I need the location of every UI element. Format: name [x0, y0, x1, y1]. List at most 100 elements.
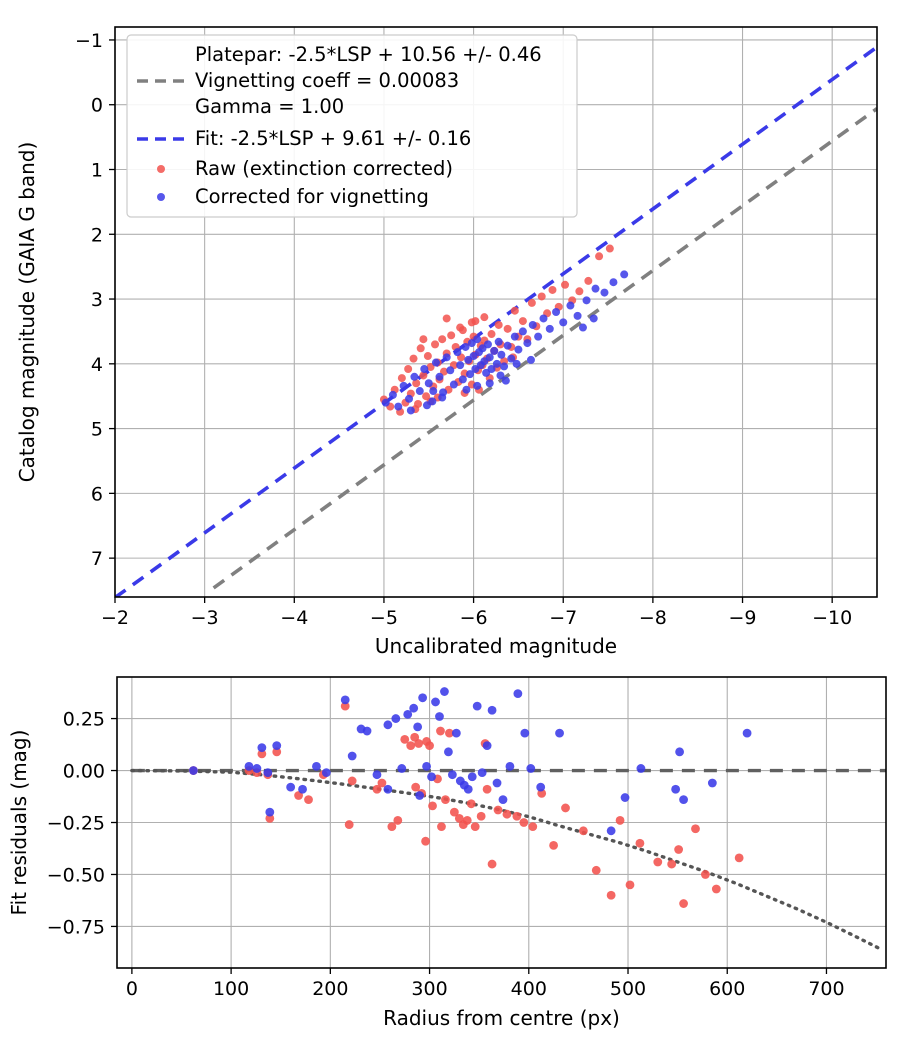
- data-point: [497, 350, 506, 359]
- xtick-label: −6: [460, 607, 488, 629]
- data-point: [312, 761, 321, 771]
- data-point: [482, 784, 492, 794]
- legend: Platepar: -2.5*LSP + 10.56 +/- 0.46 Vigne…: [126, 34, 578, 218]
- data-point: [512, 359, 521, 368]
- data-point: [467, 772, 477, 782]
- data-point: [667, 859, 677, 869]
- data-point: [503, 341, 512, 350]
- data-point: [252, 764, 262, 773]
- bottom-plot-group: 0 100 200 300 400 500 600 700 0.25 0.00 −0.25 −0.50…: [7, 676, 887, 1030]
- data-point: [462, 816, 472, 825]
- platepar-line: [212, 107, 877, 590]
- ytick-label: 2: [91, 224, 103, 246]
- ytick-label: 0.00: [63, 761, 105, 783]
- data-point: [419, 371, 428, 380]
- data-point: [591, 284, 600, 293]
- data-point: [427, 772, 436, 782]
- data-point: [414, 739, 424, 748]
- data-point: [582, 296, 591, 305]
- data-point: [578, 323, 587, 332]
- data-point: [356, 724, 366, 734]
- data-point: [438, 335, 447, 344]
- data-point: [518, 327, 527, 336]
- data-point: [393, 816, 403, 825]
- data-point: [691, 824, 700, 834]
- data-point: [391, 714, 401, 723]
- bottom-plot-ticks: 0 100 200 300 400 500 600 700 0.25 0.00 −0.25 −0.50…: [47, 709, 845, 1000]
- data-point: [502, 809, 512, 819]
- data-point: [490, 346, 499, 355]
- ytick-label: 4: [91, 354, 103, 376]
- data-point: [415, 791, 425, 800]
- data-point: [406, 741, 416, 750]
- legend-corrected-marker: [157, 193, 165, 201]
- data-point: [523, 339, 532, 348]
- data-point: [449, 807, 459, 817]
- data-point: [347, 776, 357, 786]
- data-point: [513, 689, 523, 699]
- data-point: [671, 784, 681, 794]
- xtick-label: −2: [101, 607, 129, 629]
- data-point: [431, 340, 440, 349]
- data-point: [440, 367, 448, 376]
- data-point: [679, 899, 688, 908]
- data-point: [413, 722, 423, 732]
- data-point: [526, 764, 536, 773]
- data-point: [429, 387, 438, 396]
- data-point: [527, 298, 536, 307]
- data-point: [410, 372, 419, 381]
- data-point: [458, 375, 467, 384]
- data-point: [552, 308, 561, 316]
- top-plot-xaxis-title: Uncalibrated magnitude: [375, 634, 617, 658]
- data-point: [472, 701, 482, 711]
- xtick-label: −8: [639, 607, 667, 629]
- data-point: [500, 362, 509, 371]
- data-point: [734, 853, 744, 863]
- data-point: [518, 317, 527, 326]
- data-point: [492, 359, 501, 368]
- data-point: [321, 768, 331, 778]
- xtick-label: −9: [729, 607, 757, 629]
- data-point: [584, 276, 593, 285]
- data-point: [539, 314, 548, 323]
- xtick-label: −7: [549, 607, 577, 629]
- legend-label: Platepar: -2.5*LSP + 10.56 +/- 0.46: [195, 43, 542, 66]
- data-point: [412, 379, 421, 388]
- data-point: [265, 807, 275, 817]
- xtick-label: −5: [370, 607, 398, 629]
- data-point: [473, 381, 482, 390]
- data-point: [545, 324, 554, 333]
- data-point: [485, 379, 494, 388]
- data-point: [487, 365, 496, 373]
- data-point: [573, 311, 582, 320]
- data-point: [561, 280, 570, 289]
- data-point: [471, 317, 480, 326]
- data-point: [600, 288, 609, 297]
- data-point: [519, 818, 529, 827]
- data-point: [416, 344, 425, 353]
- data-point: [487, 705, 497, 715]
- data-point: [477, 768, 487, 778]
- corrected-points-top: [381, 270, 629, 415]
- data-point: [409, 354, 418, 363]
- data-point: [257, 749, 267, 759]
- data-point: [441, 795, 450, 805]
- data-point: [492, 778, 502, 788]
- data-point: [272, 747, 282, 757]
- data-point: [485, 353, 494, 362]
- data-point: [537, 292, 546, 301]
- data-point: [528, 320, 537, 329]
- data-point: [397, 764, 407, 773]
- ytick-label: 6: [91, 483, 103, 505]
- top-plot-group: −2 −3 −4 −5 −6 −7 −8 −9 −10−101234567Uncalibrate…: [15, 26, 878, 658]
- data-point: [418, 693, 428, 703]
- data-point: [505, 761, 515, 771]
- data-point: [707, 778, 717, 788]
- ytick-label: 0: [91, 95, 103, 117]
- legend-label: Raw (extinction corrected): [195, 157, 453, 180]
- data-point: [461, 342, 470, 351]
- data-point: [487, 859, 497, 869]
- xtick-label: 300: [411, 978, 447, 1000]
- data-point: [388, 390, 397, 399]
